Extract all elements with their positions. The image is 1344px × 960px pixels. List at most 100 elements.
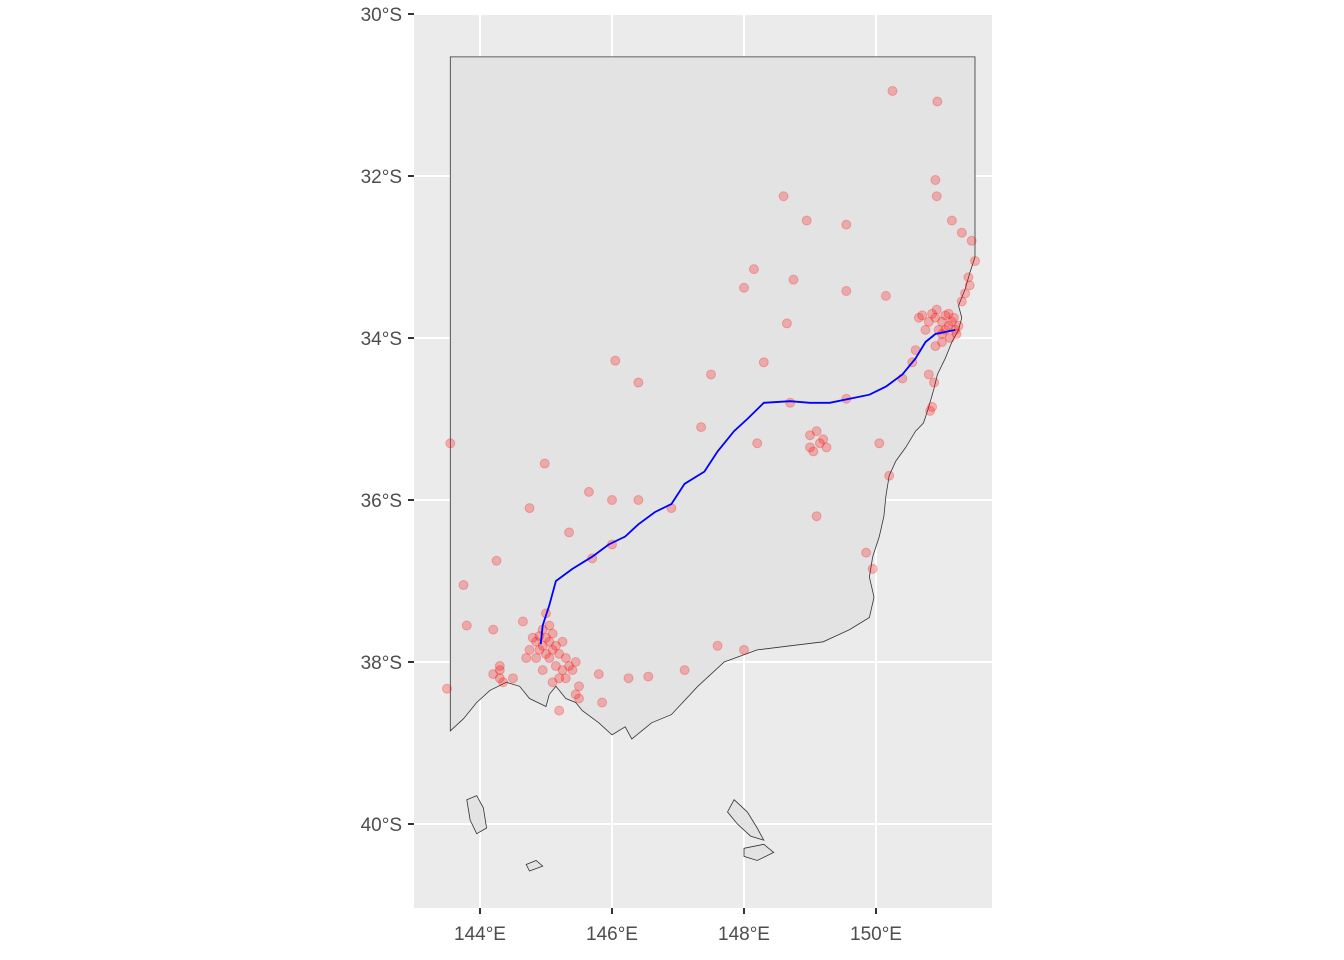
data-point [494,665,505,676]
island-polygon [743,843,775,861]
data-point [610,355,621,366]
data-point [607,495,617,505]
data-point [524,503,535,514]
data-point [544,620,555,631]
data-point [458,580,469,591]
data-point [913,312,924,323]
data-point [554,705,565,716]
island-polygon [727,799,765,841]
data-point [887,85,898,96]
data-point [951,328,962,339]
data-point [841,219,852,230]
data-point [554,673,565,684]
data-point [874,438,885,449]
data-point [925,405,936,416]
data-point [805,430,815,441]
data-point [930,175,941,186]
island-polygon [525,860,544,872]
data-point [491,555,502,566]
data-point [557,636,568,647]
data-point [930,312,941,323]
y-tick-label: 38°S [361,653,402,674]
data-point [633,495,644,505]
data-point [550,640,561,651]
data-point [884,470,895,481]
data-point [956,227,967,238]
data-point [814,438,825,449]
data-point [534,644,545,655]
data-point [801,215,812,226]
land-layer [449,56,976,872]
data-point [841,286,852,297]
data-point [550,661,561,672]
data-point [527,632,538,643]
data-point [557,665,568,676]
data-point [547,644,558,655]
data-point [706,369,716,380]
data-point [494,673,505,684]
data-point [567,665,578,676]
data-point [560,652,571,663]
x-tick-label: 150°E [850,924,902,945]
data-point [544,636,555,647]
data-point [564,527,575,538]
data-point [593,669,604,680]
data-point [554,648,565,659]
data-point [547,677,558,688]
data-point [821,442,832,453]
data-point [574,681,584,692]
data-point [739,282,749,293]
data-point [931,191,942,202]
island-polygon [466,795,488,835]
data-point [811,426,822,437]
data-point [788,274,799,285]
x-tick-label: 146°E [586,924,638,945]
data-point [931,304,942,315]
data-point [953,320,964,331]
data-point [923,316,934,327]
data-point [808,446,819,457]
data-point [508,673,518,684]
data-point [570,689,581,700]
data-point [531,652,542,663]
data-point [597,697,608,708]
data-point [963,272,974,283]
data-point [583,486,594,497]
x-tick-label: 144°E [454,924,506,945]
data-point [739,644,749,655]
data-point [696,422,707,433]
data-point [539,458,550,469]
data-point [946,316,957,327]
data-point [544,652,555,663]
data-point [461,620,472,631]
region-polygon [449,56,976,740]
data-point [932,96,943,107]
data-point [541,648,551,659]
data-point [498,677,509,688]
data-point [956,296,967,307]
data-point [712,640,723,651]
data-point [521,652,532,663]
data-point [917,310,928,321]
data-point [923,369,934,380]
data-point [944,333,955,343]
data-point [811,511,822,522]
data-point [964,280,975,291]
data-point [442,683,452,694]
data-point [867,563,878,574]
data-point [748,264,759,275]
data-point [547,628,558,639]
data-point [623,673,634,684]
data-point [752,438,763,449]
data-point [494,661,505,672]
data-point [537,665,548,676]
data-point [778,191,789,202]
data-point [861,547,872,558]
data-point [929,377,940,388]
data-point [517,616,528,627]
data-point [574,693,584,704]
data-point [927,401,938,412]
data-point [805,442,815,453]
data-point [633,377,644,388]
data-point [940,310,951,321]
